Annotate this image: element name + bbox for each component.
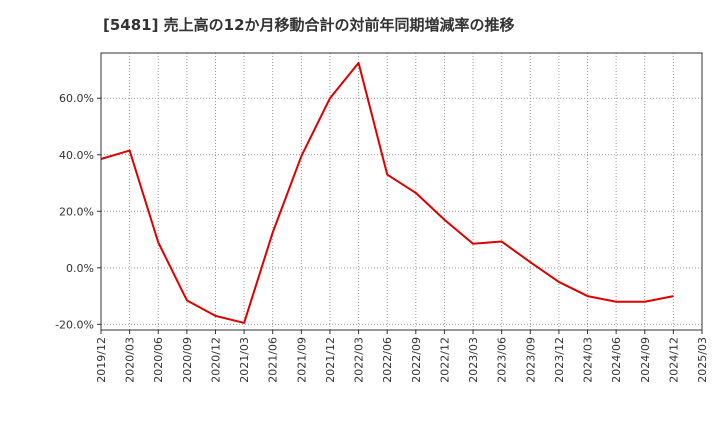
x-tick-label: 2021/03 <box>238 337 251 383</box>
x-tick-label: 2022/12 <box>438 337 451 383</box>
series-line <box>100 61 674 324</box>
x-tick-label: 2020/12 <box>209 337 222 383</box>
x-tick-label: 2023/06 <box>496 337 509 383</box>
y-tick-label: 40.0% <box>59 149 94 162</box>
x-tick-label: 2020/03 <box>124 337 137 383</box>
x-tick-labels: 2019/12 2020/03 2020/06 2020/09 2020/12 2021/… <box>95 337 709 383</box>
x-tick-label: 2021/12 <box>324 337 337 383</box>
x-tick-label: 2022/06 <box>381 337 394 383</box>
x-tick-label: 2023/09 <box>524 337 537 383</box>
grid-layer <box>97 53 703 334</box>
plot-frame <box>100 52 703 331</box>
y-tick-label: 0.0% <box>66 262 94 275</box>
x-tick-label: 2024/09 <box>639 337 652 383</box>
x-tick-label: 2022/09 <box>410 337 423 383</box>
x-tick-label: 2025/03 <box>696 337 709 383</box>
chart-title: [5481] 売上高の12か月移動合計の対前年同期増減率の推移 <box>103 16 515 34</box>
x-tick-label: 2024/06 <box>610 337 623 383</box>
x-tick-label: 2024/12 <box>667 337 680 383</box>
x-tick-label: 2020/09 <box>181 337 194 383</box>
x-tick-label: 2022/03 <box>353 337 366 383</box>
x-tick-label: 2020/06 <box>152 337 165 383</box>
y-tick-label: -20.0% <box>55 318 94 331</box>
x-tick-label: 2021/09 <box>295 337 308 383</box>
x-tick-label: 2021/06 <box>267 337 280 383</box>
x-tick-label: 2023/03 <box>467 337 480 383</box>
y-tick-label: 60.0% <box>59 92 94 105</box>
x-tick-label: 2024/03 <box>582 337 595 383</box>
series-layer <box>100 61 674 324</box>
y-tick-labels: -20.0% 0.0% 20.0% 40.0% 60.0% <box>55 92 94 331</box>
x-tick-label: 2019/12 <box>95 337 108 383</box>
y-tick-label: 20.0% <box>59 205 94 218</box>
x-tick-label: 2023/12 <box>553 337 566 383</box>
